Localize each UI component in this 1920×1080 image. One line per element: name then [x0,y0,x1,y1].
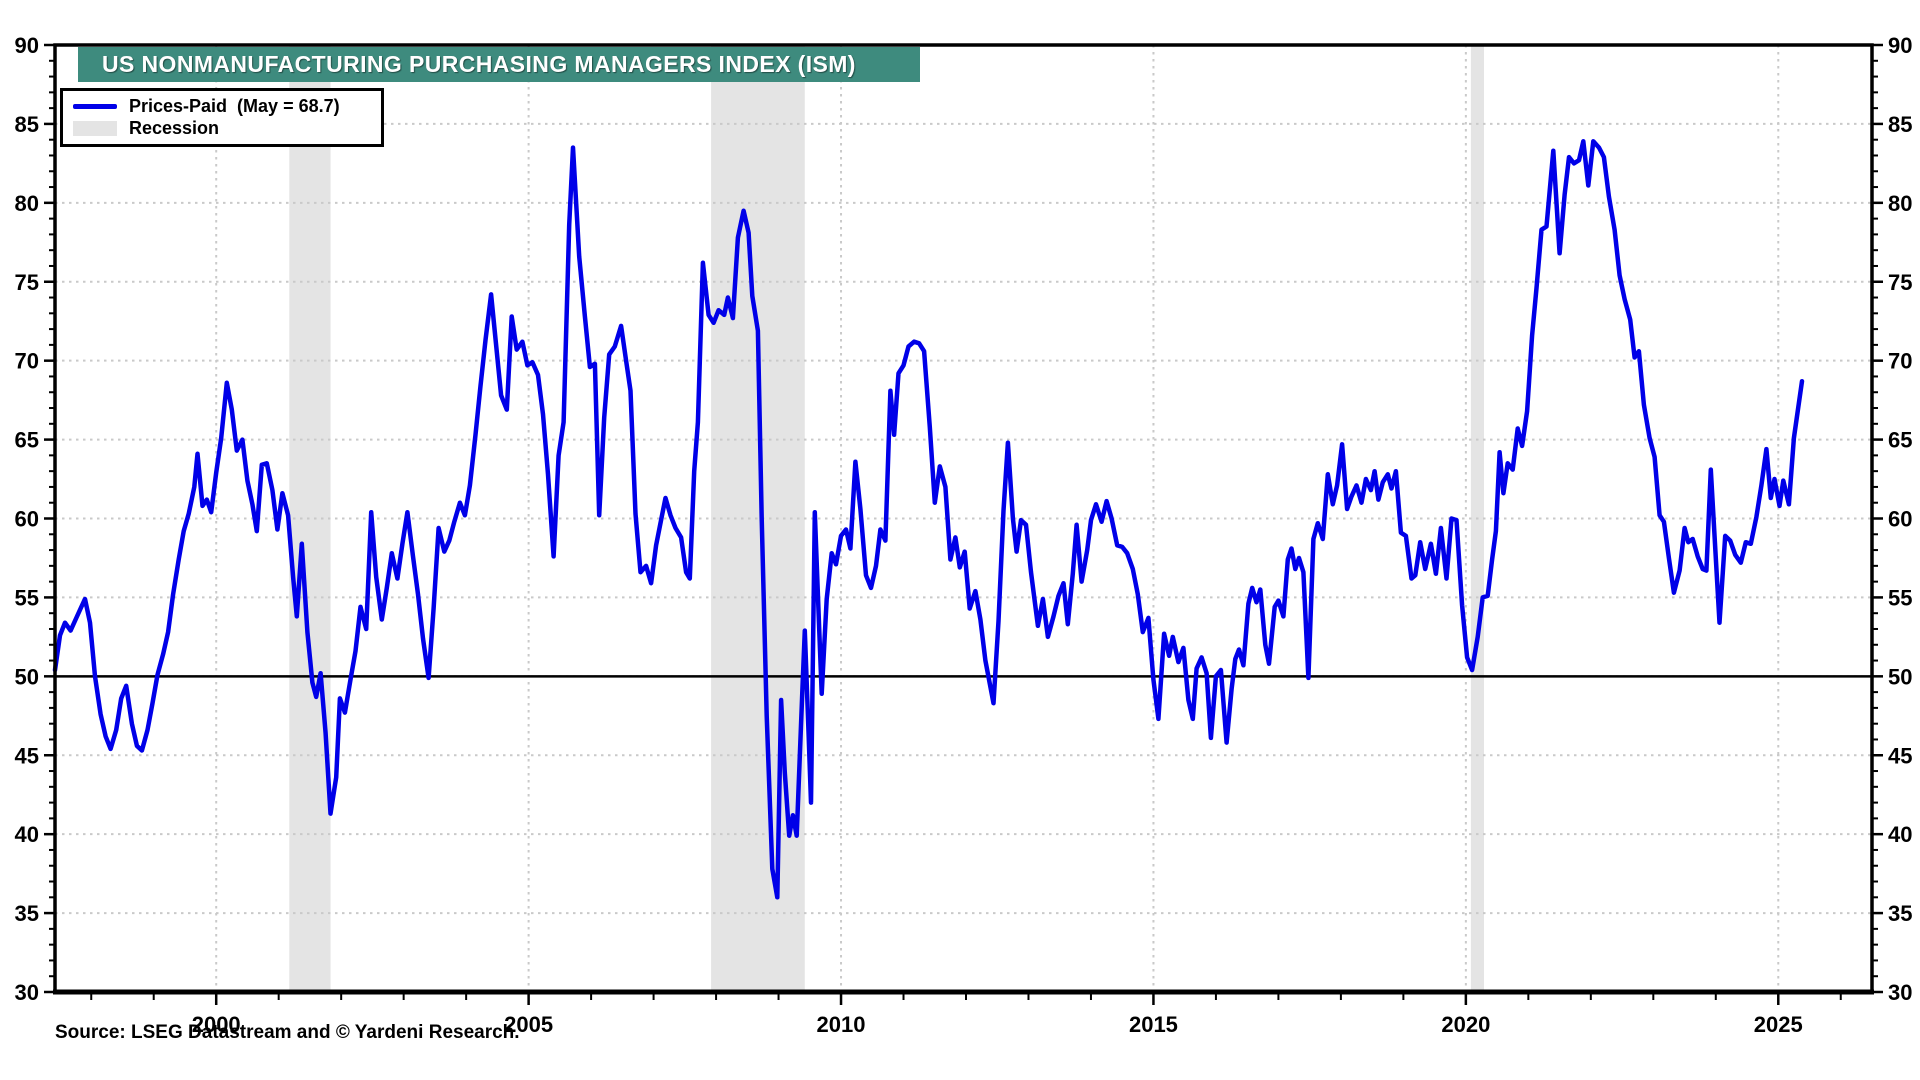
legend: Prices-Paid (May = 68.7) Recession [60,88,384,147]
prices-paid-line-swatch [73,103,117,109]
legend-label-recession: Recession [129,117,220,138]
y-axis-tick-label: 75 [1888,270,1912,295]
x-axis-tick-label: 2010 [817,1012,866,1037]
y-axis-tick-label: 65 [1888,428,1912,453]
y-axis-tick-label: 65 [15,428,39,453]
legend-item-recession: Recession [73,117,371,139]
axis-labels: 30 30 35 35 40 40 45 45 50 50 55 55 60 60 65 65 70 70 75 75… [15,33,1913,1037]
recession-band [289,45,331,992]
y-axis-tick-label: 50 [15,664,39,689]
x-axis-tick-label: 2020 [1441,1012,1490,1037]
chart-title: US NONMANUFACTURING PURCHASING MANAGERS … [102,51,856,77]
x-axis-tick-label: 2005 [504,1012,553,1037]
y-axis-tick-label: 90 [1888,33,1912,58]
y-axis-tick-label: 55 [1888,585,1912,610]
x-axis-tick-label: 2015 [1129,1012,1178,1037]
source-note: Source: LSEG Datastream and © Yardeni Re… [55,1022,520,1043]
y-axis-tick-label: 30 [15,980,39,1005]
chart-title-bar: US NONMANUFACTURING PURCHASING MANAGERS … [78,47,920,82]
y-axis-tick-label: 75 [15,270,39,295]
y-axis-tick-label: 70 [1888,349,1912,374]
legend-item-prices-paid: Prices-Paid (May = 68.7) [73,95,371,117]
y-axis-tick-label: 30 [1888,980,1912,1005]
y-axis-tick-label: 45 [1888,743,1912,768]
y-axis-tick-label: 60 [1888,507,1912,532]
axis-ticks [44,43,1883,1005]
prices-paid-line [52,139,1805,900]
y-axis-tick-label: 55 [15,585,39,610]
y-axis-tick-label: 80 [15,191,39,216]
y-axis-tick-label: 90 [15,33,39,58]
y-axis-tick-label: 80 [1888,191,1912,216]
y-axis-tick-label: 45 [15,743,39,768]
x-axis-tick-label: 2025 [1754,1012,1803,1037]
y-axis-tick-label: 50 [1888,664,1912,689]
x-axis-tick-label: 2000 [192,1012,241,1037]
y-axis-tick-label: 40 [15,822,39,847]
y-axis-tick-label: 35 [15,901,39,926]
legend-label-prices-paid: Prices-Paid (May = 68.7) [129,95,340,116]
y-axis-tick-label: 35 [1888,901,1912,926]
y-axis-tick-label: 60 [15,507,39,532]
data-line [52,139,1805,900]
y-axis-tick-label: 85 [1888,112,1912,137]
y-axis-tick-label: 70 [15,349,39,374]
y-axis-tick-label: 40 [1888,822,1912,847]
recession-swatch [73,120,117,136]
y-axis-tick-label: 85 [15,112,39,137]
